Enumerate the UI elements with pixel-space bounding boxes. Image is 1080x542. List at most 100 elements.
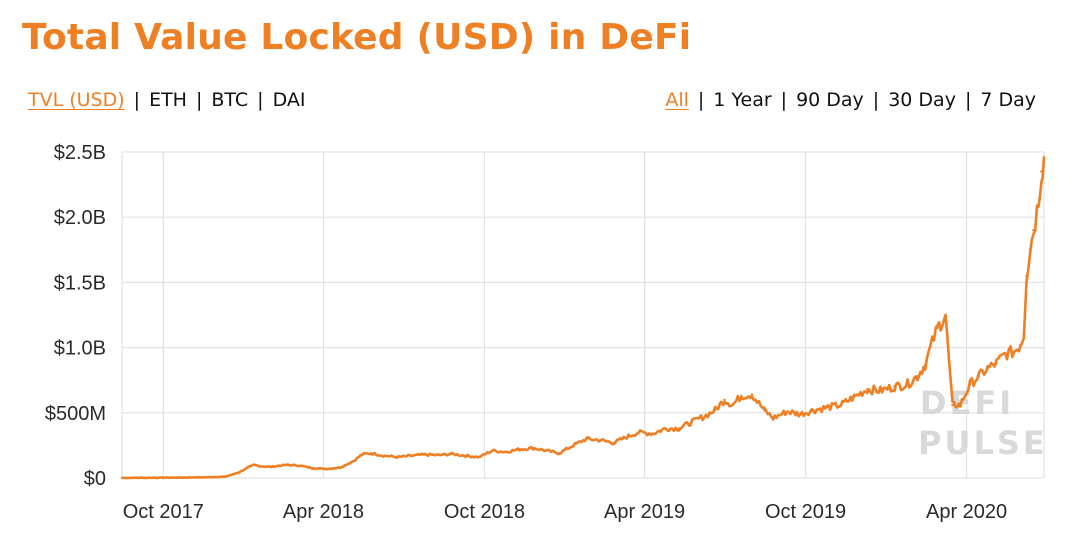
metric-selector: TVL (USD) | ETH | BTC | DAI (28, 86, 305, 114)
range-selector: All | 1 Year | 90 Day | 30 Day | 7 Day (665, 86, 1036, 114)
tvl-data-point (450, 452, 454, 456)
tvl-data-point (1019, 343, 1022, 347)
tvl-data-point (518, 448, 521, 451)
y-tick-label: $1.0B (54, 338, 106, 360)
tvl-data-point (148, 476, 151, 479)
metric-option-eth[interactable]: ETH (149, 89, 187, 111)
tvl-data-point (223, 475, 227, 478)
tvl-data-point (287, 463, 290, 467)
range-option-all[interactable]: All (665, 89, 689, 111)
tvl-data-point (599, 439, 602, 442)
tvl-data-point (812, 409, 815, 412)
tvl-data-point (866, 388, 869, 391)
range-separator: | (697, 89, 705, 111)
tvl-data-point (612, 441, 615, 444)
range-separator: | (872, 89, 880, 111)
tvl-data-point (839, 403, 842, 407)
tvl-data-point (624, 436, 627, 439)
range-option-90-day[interactable]: 90 Day (796, 89, 864, 111)
tvl-data-point (1028, 248, 1032, 251)
tvl-data-point (252, 463, 256, 467)
metric-option-btc[interactable]: BTC (211, 89, 249, 111)
tvl-data-point (1004, 352, 1007, 356)
tvl-data-point (201, 476, 205, 479)
tvl-data-point (397, 455, 400, 459)
y-tick-label: $2.5B (54, 142, 106, 164)
x-tick-label: Apr 2019 (604, 501, 685, 523)
chart-axes: $0 $500M $1.0B $1.5B $2.0B $2.5B Oct 2017 Apr 2… (45, 142, 1007, 523)
tvl-data-point (1035, 209, 1039, 212)
tvl-data-point (740, 394, 743, 397)
tvl-data-point (120, 476, 124, 480)
tvl-data-point (893, 385, 896, 388)
tvl-data-point (410, 454, 413, 457)
tvl-data-point (651, 432, 654, 435)
tvl-data-point (906, 382, 909, 386)
tvl-data-point (951, 403, 954, 407)
tvl-data-point (677, 427, 681, 430)
tvl-data-point (325, 467, 329, 471)
range-separator: | (964, 89, 972, 111)
tvl-data-point (763, 409, 766, 412)
y-tick-label: $2.0B (54, 207, 106, 229)
tvl-data-point (478, 455, 481, 459)
x-tick-label: Apr 2020 (926, 501, 1007, 523)
tvl-data-point (959, 403, 962, 407)
range-option-7-day[interactable]: 7 Day (980, 89, 1036, 111)
tvl-data-point (664, 427, 667, 430)
tvl-data-point (1040, 170, 1043, 173)
tvl-data-point (1012, 350, 1016, 353)
tvl-data-point (558, 452, 561, 455)
tvl-data-point (352, 459, 355, 463)
watermark-line2: PULSE (918, 424, 1048, 462)
tvl-data-point (995, 362, 998, 365)
tvl-data-point (339, 466, 342, 469)
metric-separator: | (133, 89, 141, 111)
tvl-data-point (771, 416, 775, 420)
tvl-data-point (750, 393, 754, 396)
tvl-data-point (637, 431, 640, 434)
tvl-data-point (437, 454, 440, 457)
x-tick-label: Oct 2018 (444, 501, 525, 523)
x-tick-label: Apr 2018 (283, 501, 364, 523)
x-tick-label: Oct 2017 (123, 501, 204, 523)
metric-option-dai[interactable]: DAI (272, 89, 306, 111)
tvl-data-point (491, 449, 494, 452)
range-option-1-year[interactable]: 1 Year (713, 89, 772, 111)
tvl-data-point (369, 452, 373, 455)
tvl-data-point (690, 420, 694, 424)
y-tick-label: $1.5B (54, 272, 106, 294)
tvl-data-point (270, 465, 273, 469)
tvl-data-point (572, 444, 575, 447)
tvl-data-point (544, 449, 548, 452)
tvl-data-point (423, 453, 426, 456)
tvl-data-point (852, 396, 856, 399)
tvl-data-point (278, 464, 281, 467)
tvl-data-point (785, 410, 789, 413)
tvl-data-point (585, 437, 588, 441)
metric-option-tvl-usd[interactable]: TVL (USD) (28, 89, 125, 111)
tvl-data-point (916, 375, 919, 378)
tvl-data-point (361, 453, 364, 456)
tvl-data-point (1042, 156, 1046, 159)
range-option-30-day[interactable]: 30 Day (888, 89, 956, 111)
y-tick-label: $500M (45, 403, 106, 425)
tvl-data-point (246, 466, 249, 469)
tvl-data-point (1022, 333, 1025, 336)
chart-grid (121, 151, 1045, 479)
tvl-data-point (236, 471, 240, 474)
metric-separator: | (195, 89, 203, 111)
tvl-data-point (929, 346, 932, 349)
y-tick-label: $0 (84, 468, 106, 490)
metric-separator: | (257, 89, 264, 111)
tvl-data-point (531, 446, 535, 450)
tvl-data-point (944, 313, 947, 317)
tvl-data-point (311, 467, 315, 470)
x-tick-label: Oct 2019 (765, 501, 846, 523)
tvl-data-point (879, 389, 882, 392)
tvl-data-point (504, 450, 507, 454)
tvl-data-point (947, 359, 951, 362)
tvl-data-point (968, 382, 972, 386)
